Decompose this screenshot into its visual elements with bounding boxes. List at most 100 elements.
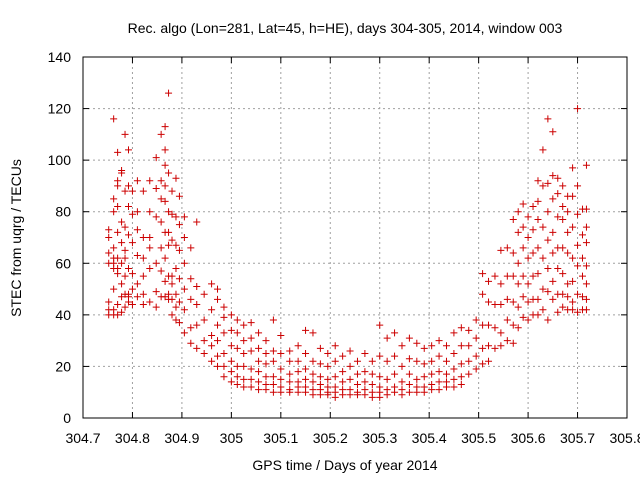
data-point <box>339 391 347 399</box>
data-point <box>172 241 180 249</box>
data-point <box>262 350 270 358</box>
data-point <box>524 213 532 221</box>
data-point <box>157 195 165 203</box>
data-point <box>574 105 582 113</box>
data-point <box>294 342 302 350</box>
data-point <box>187 295 195 303</box>
data-point <box>316 391 324 399</box>
data-point <box>227 342 235 350</box>
data-point <box>128 210 136 218</box>
data-point <box>514 208 522 216</box>
data-point <box>175 246 183 254</box>
data-point <box>165 228 173 236</box>
data-point <box>339 352 347 360</box>
data-point <box>428 357 436 365</box>
data-point <box>559 303 567 311</box>
data-point <box>539 306 547 314</box>
data-point <box>121 246 129 254</box>
data-point <box>193 301 201 309</box>
data-point <box>465 357 473 365</box>
data-point <box>544 208 552 216</box>
data-point <box>361 350 369 358</box>
data-point <box>172 264 180 272</box>
x-tick-label: 305.4 <box>412 430 447 446</box>
data-point <box>524 280 532 288</box>
data-point <box>180 285 188 293</box>
y-tick-label: 140 <box>48 49 72 65</box>
data-point <box>524 254 532 262</box>
data-point <box>376 321 384 329</box>
data-point <box>544 115 552 123</box>
data-point <box>175 192 183 200</box>
data-point <box>376 373 384 381</box>
data-point <box>405 380 413 388</box>
data-point <box>450 329 458 337</box>
data-point <box>121 187 129 195</box>
data-point <box>302 365 310 373</box>
data-point <box>180 259 188 267</box>
data-point <box>578 293 586 301</box>
data-point <box>168 236 176 244</box>
data-point <box>368 393 376 401</box>
data-point <box>435 352 443 360</box>
data-point <box>578 231 586 239</box>
data-point <box>534 244 542 252</box>
data-point <box>133 177 141 185</box>
x-tick-label: 304.7 <box>65 430 100 446</box>
data-point <box>121 130 129 138</box>
data-point <box>157 130 165 138</box>
data-point <box>168 210 176 218</box>
y-tick-label: 120 <box>48 101 72 117</box>
data-point <box>503 272 511 280</box>
data-point <box>544 316 552 324</box>
data-point <box>172 290 180 298</box>
data-point <box>509 215 517 223</box>
data-point <box>277 331 285 339</box>
data-point <box>497 246 505 254</box>
data-point <box>534 311 542 319</box>
data-point <box>294 368 302 376</box>
data-point <box>110 195 118 203</box>
data-point <box>128 239 136 247</box>
data-point <box>564 280 572 288</box>
data-point <box>193 344 201 352</box>
data-point <box>139 187 147 195</box>
data-point <box>233 329 241 337</box>
data-point <box>277 365 285 373</box>
data-point <box>519 200 527 208</box>
data-point <box>569 306 577 314</box>
data-point <box>405 388 413 396</box>
data-point <box>519 223 527 231</box>
data-point <box>133 252 141 260</box>
data-point <box>491 301 499 309</box>
data-point <box>479 344 487 352</box>
data-point <box>247 375 255 383</box>
data-point <box>549 295 557 303</box>
data-point <box>420 344 428 352</box>
data-point <box>269 347 277 355</box>
data-point <box>175 298 183 306</box>
data-point <box>146 244 154 252</box>
data-point <box>240 375 248 383</box>
data-point <box>539 182 547 190</box>
data-point <box>309 391 317 399</box>
data-point <box>559 203 567 211</box>
data-points <box>105 89 590 401</box>
data-point <box>214 285 222 293</box>
data-point <box>524 316 532 324</box>
data-point <box>442 342 450 350</box>
data-point <box>485 298 493 306</box>
data-point <box>514 303 522 311</box>
data-point <box>114 148 122 156</box>
data-point <box>220 329 228 337</box>
data-point <box>398 362 406 370</box>
data-point <box>255 344 263 352</box>
data-point <box>172 174 180 182</box>
data-point <box>180 213 188 221</box>
data-point <box>549 195 557 203</box>
data-point <box>376 393 384 401</box>
data-point <box>435 378 443 386</box>
x-axis-label: GPS time / Days of year 2014 <box>252 457 437 473</box>
data-point <box>479 270 487 278</box>
data-point <box>121 272 129 280</box>
